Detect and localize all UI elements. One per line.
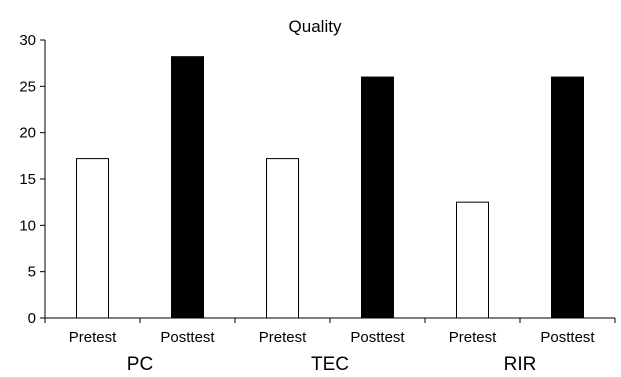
y-tick-label: 0 [28, 310, 36, 327]
x-tick-label: Posttest [350, 329, 405, 346]
y-tick-label: 15 [19, 171, 36, 188]
x-tick-label: Pretest [69, 329, 117, 346]
bar-pretest [266, 158, 299, 319]
group-label: PC [127, 354, 153, 375]
x-tick-label: Posttest [160, 329, 215, 346]
chart-title: Quality [289, 17, 342, 36]
group-label: RIR [504, 354, 537, 375]
bar-pretest [76, 158, 109, 319]
y-tick-label: 5 [28, 264, 36, 281]
y-tick-label: 30 [19, 32, 36, 49]
x-tick-label: Posttest [540, 329, 595, 346]
bar-posttest [171, 56, 204, 319]
bar-posttest [551, 76, 584, 319]
bar-pretest [456, 201, 489, 319]
y-tick-label: 25 [19, 78, 36, 95]
y-tick-label: 10 [19, 217, 36, 234]
group-label: TEC [311, 354, 349, 375]
y-tick-label: 20 [19, 125, 36, 142]
bar-posttest [361, 76, 394, 319]
x-tick-label: Pretest [259, 329, 307, 346]
bars [76, 56, 584, 319]
y-axis: 0 5 10 15 20 25 30 [19, 32, 46, 327]
x-tick-label: Pretest [449, 329, 497, 346]
x-axis: Pretest Posttest Pretest Posttest Pretest Pos… [44, 317, 616, 375]
